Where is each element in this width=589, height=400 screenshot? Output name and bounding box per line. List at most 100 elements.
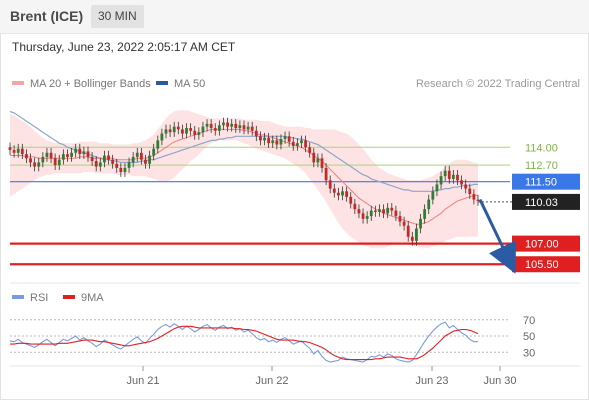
candle <box>431 186 435 205</box>
candle <box>320 153 324 173</box>
candle <box>295 138 299 151</box>
candle-body <box>222 122 225 126</box>
bollinger-band <box>10 110 478 248</box>
candle-body <box>353 203 357 210</box>
level-tag-2 <box>512 173 580 190</box>
candle-body <box>382 209 385 214</box>
candle <box>41 152 45 168</box>
candle <box>8 142 12 155</box>
candle <box>361 208 365 224</box>
level-label-3: 107.00 <box>525 239 559 251</box>
candle <box>12 145 16 158</box>
candle-body <box>98 162 102 167</box>
candle <box>341 186 344 201</box>
candle <box>279 134 283 150</box>
candle-body <box>357 209 361 214</box>
candle <box>94 156 98 172</box>
candle <box>135 147 139 162</box>
x-tick-label-3: Jun 30 <box>483 375 516 387</box>
candle <box>107 150 110 165</box>
candle <box>394 205 398 221</box>
candle <box>238 120 242 133</box>
candle <box>131 152 135 168</box>
candle-body <box>70 152 73 157</box>
rsi-level-label-0: 70 <box>523 315 535 327</box>
candle <box>181 124 184 139</box>
interval-button[interactable]: 30 MIN <box>91 5 144 28</box>
candle-body <box>61 154 65 160</box>
candle <box>328 175 332 194</box>
candle <box>398 211 402 227</box>
candle <box>123 163 127 177</box>
legend-rsi[interactable]: RSI <box>12 292 48 304</box>
candle-body <box>242 125 246 130</box>
candle <box>45 147 49 162</box>
candle <box>172 121 176 137</box>
candle <box>185 123 188 139</box>
candle-body <box>312 152 316 163</box>
candle <box>20 143 24 159</box>
candle <box>365 211 369 224</box>
candle <box>275 135 279 150</box>
candle <box>189 123 193 136</box>
bollinger-swatch-icon <box>12 81 24 86</box>
candle-body <box>378 209 381 212</box>
candle <box>472 189 476 205</box>
candle-body <box>201 126 205 133</box>
rsi-ma-swatch-icon <box>63 295 75 300</box>
candle-body <box>275 140 279 145</box>
candle <box>304 135 307 153</box>
candle-body <box>94 161 98 167</box>
candle <box>86 146 90 162</box>
candle-body <box>209 123 213 129</box>
candle-body <box>238 125 242 129</box>
candle <box>74 143 78 158</box>
candle <box>209 119 213 133</box>
candle-body <box>115 163 119 168</box>
legend-rsi-ma[interactable]: 9MA <box>63 292 104 304</box>
candle-body <box>78 148 82 155</box>
legend-ma50[interactable]: MA 50 <box>156 78 205 90</box>
main-panel: 114.00 112.70 111.50 107.00 105.50 110.03 <box>8 110 580 367</box>
candle <box>111 154 115 169</box>
candle-body <box>160 133 164 141</box>
candle-body <box>435 184 439 192</box>
legend-bollinger[interactable]: MA 20 + Bollinger Bands <box>12 78 151 90</box>
candle-body <box>464 184 468 189</box>
rsi-level-label-1: 50 <box>523 331 535 343</box>
candle <box>423 204 427 224</box>
candle-body <box>460 180 463 185</box>
level-label-1: 112.70 <box>525 160 558 172</box>
candle-body <box>57 159 61 166</box>
candle <box>406 220 410 242</box>
legend-bollinger-label: MA 20 + Bollinger Bands <box>30 78 151 90</box>
candle <box>291 136 295 151</box>
candle-body <box>361 213 365 219</box>
candle-body <box>53 158 57 166</box>
candle <box>259 131 262 146</box>
candle <box>345 186 349 202</box>
candle <box>16 143 20 158</box>
candle <box>349 192 353 209</box>
copyright: Research © 2022 Trading Central <box>415 78 580 90</box>
candle-body <box>156 140 160 149</box>
candle-body <box>423 209 427 219</box>
rsi-line <box>9 321 478 363</box>
candle-body <box>369 210 373 217</box>
candle-body <box>234 123 238 129</box>
candle-body <box>341 191 344 196</box>
legend-ma50-label: MA 50 <box>174 78 206 90</box>
candle-body <box>291 141 295 146</box>
candle-body <box>90 156 94 162</box>
rsi-panel: 70 50 30 <box>9 315 535 363</box>
candle-body <box>283 136 287 140</box>
candle-body <box>259 136 262 141</box>
candle-body <box>135 152 139 157</box>
candle <box>402 216 406 231</box>
candle <box>205 119 209 132</box>
legend-rsi-ma-label: 9MA <box>81 292 104 304</box>
candle-body <box>213 128 217 131</box>
candle-body <box>139 152 143 160</box>
candle <box>49 147 53 164</box>
